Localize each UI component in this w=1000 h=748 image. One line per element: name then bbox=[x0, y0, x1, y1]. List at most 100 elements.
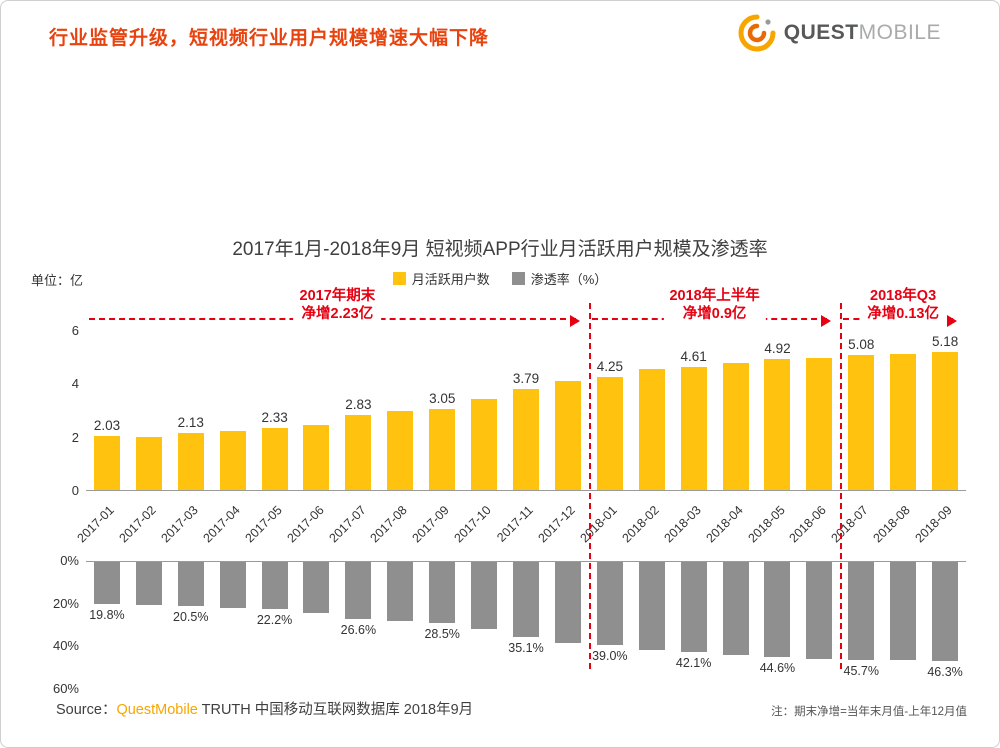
legend-swatch bbox=[511, 272, 525, 285]
legend-label: 月活跃用户数 bbox=[411, 272, 490, 287]
mau-bar bbox=[93, 435, 120, 490]
mau-bar bbox=[932, 351, 959, 490]
x-axis-label-slot: 2018-07 bbox=[829, 495, 882, 559]
arrow-head-icon bbox=[821, 315, 832, 327]
penetration-value-label: 22.2% bbox=[256, 613, 293, 628]
penetration-value-label: 46.3% bbox=[927, 664, 963, 679]
mau-value-label: 2.33 bbox=[261, 409, 288, 425]
x-axis-label: 2017-01 bbox=[74, 503, 117, 546]
x-axis-label-slot: 2017-06 bbox=[284, 495, 338, 559]
penetration-value-label: 45.7% bbox=[843, 663, 879, 678]
x-axis-label-slot: 2017-09 bbox=[410, 495, 463, 559]
mau-bar bbox=[261, 427, 288, 490]
mau-bar-slot bbox=[798, 357, 840, 490]
y-axis-tick: 40% bbox=[52, 638, 79, 654]
source-brand: QuestMobile bbox=[116, 702, 198, 718]
annotation-line2: 净增2.23亿 bbox=[301, 306, 374, 323]
x-axis-label-slot: 2017-11 bbox=[494, 495, 547, 559]
period-annotation: 2018年上半年 净增0.9亿 bbox=[663, 287, 766, 324]
logo-text-quest: QUEST bbox=[783, 21, 859, 44]
penetration-bar bbox=[890, 562, 917, 661]
mau-bar-slot: 2.33 bbox=[254, 410, 296, 490]
penetration-value-label: 28.5% bbox=[424, 626, 460, 641]
penetration-bar-slot bbox=[463, 562, 505, 630]
mau-bar-slot bbox=[463, 398, 505, 490]
x-axis-label-slot: 2017-02 bbox=[116, 495, 170, 559]
penetration-bar-slot bbox=[798, 562, 840, 659]
mau-bar-slot: 3.79 bbox=[505, 371, 547, 490]
mau-bar bbox=[722, 363, 749, 490]
x-axis-label-slot: 2017-10 bbox=[452, 495, 505, 559]
source-prefix: Source： bbox=[56, 702, 117, 718]
penetration-bar bbox=[429, 562, 456, 623]
mau-bar bbox=[638, 368, 665, 490]
bottom-chart-y-axis: 0% 20% 40% 60% bbox=[41, 553, 79, 696]
y-axis-tick: 0 bbox=[71, 483, 79, 498]
legend-swatch bbox=[392, 272, 406, 285]
mau-bar bbox=[345, 414, 372, 490]
x-axis-label-slot: 2018-05 bbox=[745, 495, 799, 559]
mau-bar-slot: 2.03 bbox=[86, 418, 128, 490]
y-axis-tick: 2 bbox=[71, 429, 79, 445]
penetration-bar bbox=[219, 562, 246, 608]
penetration-bar bbox=[261, 562, 288, 610]
page-title: 行业监管升级，短视频行业用户规模增速大幅下降 bbox=[49, 28, 490, 49]
mau-value-label: 5.08 bbox=[848, 336, 875, 352]
logo-text-mobile: MOBILE bbox=[858, 21, 941, 44]
mau-bar-slot bbox=[212, 430, 254, 490]
period-arrow bbox=[843, 315, 957, 327]
penetration-value-label: 20.5% bbox=[173, 609, 209, 624]
legend-label: 渗透率（%） bbox=[530, 272, 608, 287]
mau-bar bbox=[890, 353, 917, 490]
penetration-bar-slot bbox=[128, 562, 170, 605]
penetration-bar-slot bbox=[631, 562, 673, 650]
arrow-head-icon bbox=[946, 315, 957, 327]
x-axis-label-slot: 2017-12 bbox=[535, 495, 589, 559]
period-annotation: 2017年期末 净增2.23亿 bbox=[293, 287, 382, 324]
penetration-bar-slot: 19.8% bbox=[86, 562, 128, 622]
penetration-bar-slot: 42.1% bbox=[673, 562, 715, 670]
penetration-value-label: 39.0% bbox=[592, 649, 628, 664]
mau-bar-slot bbox=[715, 363, 757, 490]
source-line: Source：QuestMobile TRUTH 中国移动互联网数据库 2018… bbox=[56, 698, 473, 719]
penetration-bar bbox=[764, 562, 791, 658]
mau-bar-slot bbox=[296, 424, 338, 490]
penetration-bar-slot: 26.6% bbox=[337, 562, 379, 637]
mau-bar bbox=[680, 367, 707, 490]
x-axis-label-slot: 2018-01 bbox=[577, 495, 631, 559]
x-axis-labels: 2017-01 2017-02 2017-03 2017-04 2017-05 2017-… bbox=[75, 495, 966, 559]
x-axis-label-slot: 2017-07 bbox=[326, 495, 379, 559]
mau-bar bbox=[219, 430, 246, 490]
mau-bar bbox=[471, 398, 498, 490]
penetration-bar bbox=[471, 562, 498, 630]
penetration-bar bbox=[303, 562, 330, 614]
penetration-bar-slot: 44.6% bbox=[757, 562, 799, 675]
period-arrow bbox=[89, 315, 580, 327]
mau-bar-slot: 2.13 bbox=[170, 415, 212, 490]
mau-bar bbox=[806, 357, 833, 490]
mau-bar bbox=[303, 424, 330, 490]
penetration-value-label: 35.1% bbox=[508, 640, 544, 655]
annotation-line1: 2018年上半年 bbox=[669, 288, 760, 304]
x-axis-label-slot: 2018-02 bbox=[619, 495, 673, 559]
mau-bar-slot: 4.25 bbox=[589, 359, 631, 490]
penetration-bar bbox=[806, 562, 833, 659]
mau-bar bbox=[554, 380, 581, 490]
mau-bar-slot bbox=[379, 411, 421, 490]
x-axis-label-slot: 2017-04 bbox=[200, 495, 254, 559]
penetration-bar bbox=[638, 562, 665, 650]
penetration-bar-slot: 35.1% bbox=[505, 562, 547, 655]
penetration-bar-slot bbox=[547, 562, 589, 644]
mau-bar-slot bbox=[631, 368, 673, 490]
penetration-bar bbox=[177, 562, 204, 606]
x-axis-label-slot: 2017-03 bbox=[158, 495, 212, 559]
penetration-bar-slot: 28.5% bbox=[421, 562, 463, 641]
mau-bar bbox=[764, 358, 791, 490]
mau-bar-slot bbox=[882, 353, 924, 490]
mau-value-label: 3.05 bbox=[429, 390, 456, 406]
mau-value-label: 4.92 bbox=[764, 340, 791, 356]
mau-value-label: 2.83 bbox=[345, 396, 372, 412]
penetration-bar bbox=[135, 562, 162, 605]
annotation-line1: 2018年Q3 bbox=[870, 288, 937, 304]
